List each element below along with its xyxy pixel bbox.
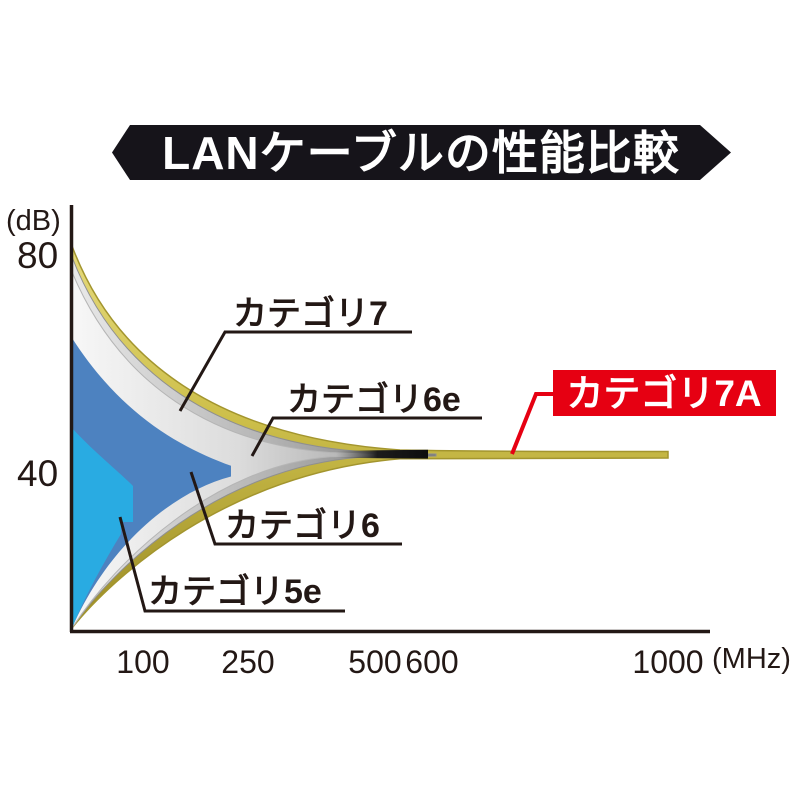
y-tick-40: 40 — [17, 453, 58, 494]
series-area-cat6 — [72, 338, 231, 628]
callout-lines — [118, 330, 482, 613]
x-tick-1000: 1000 — [632, 644, 703, 680]
label-cat6: カテゴリ6 — [225, 506, 380, 545]
title-banner: LANケーブルの性能比較 — [112, 125, 731, 180]
x-tick-600: 600 — [405, 644, 458, 680]
axes — [69, 205, 710, 634]
x-tick-500: 500 — [348, 644, 401, 680]
series-bands — [71, 245, 669, 631]
page-title: LANケーブルの性能比較 — [162, 127, 680, 179]
title-banner-shape — [112, 125, 731, 180]
x-tick-100: 100 — [116, 644, 169, 680]
cat7a-badge: カテゴリ7A — [553, 370, 776, 416]
leader-line-cat6 — [189, 471, 402, 546]
series-area-cat5e — [72, 428, 133, 628]
label-cat6e: カテゴリ6e — [287, 380, 461, 419]
cat7a-badge-bg — [553, 370, 776, 416]
series-tip-dark-core — [336, 449, 428, 459]
y-tick-80: 80 — [17, 235, 58, 276]
x-tick-250: 250 — [221, 644, 274, 680]
label-cat5e: カテゴリ5e — [148, 572, 322, 611]
label-cat7: カテゴリ7 — [233, 294, 388, 333]
x-axis-unit-label: (MHz) — [712, 643, 791, 675]
leader-line-cat6e — [250, 416, 482, 457]
y-axis-unit-label: (dB) — [6, 205, 61, 237]
leader-line-cat7a — [510, 392, 557, 455]
leader-line-cat7 — [178, 330, 412, 412]
label-cat7a: カテゴリ7A — [566, 372, 761, 414]
leader-line-cat5e — [118, 516, 345, 613]
